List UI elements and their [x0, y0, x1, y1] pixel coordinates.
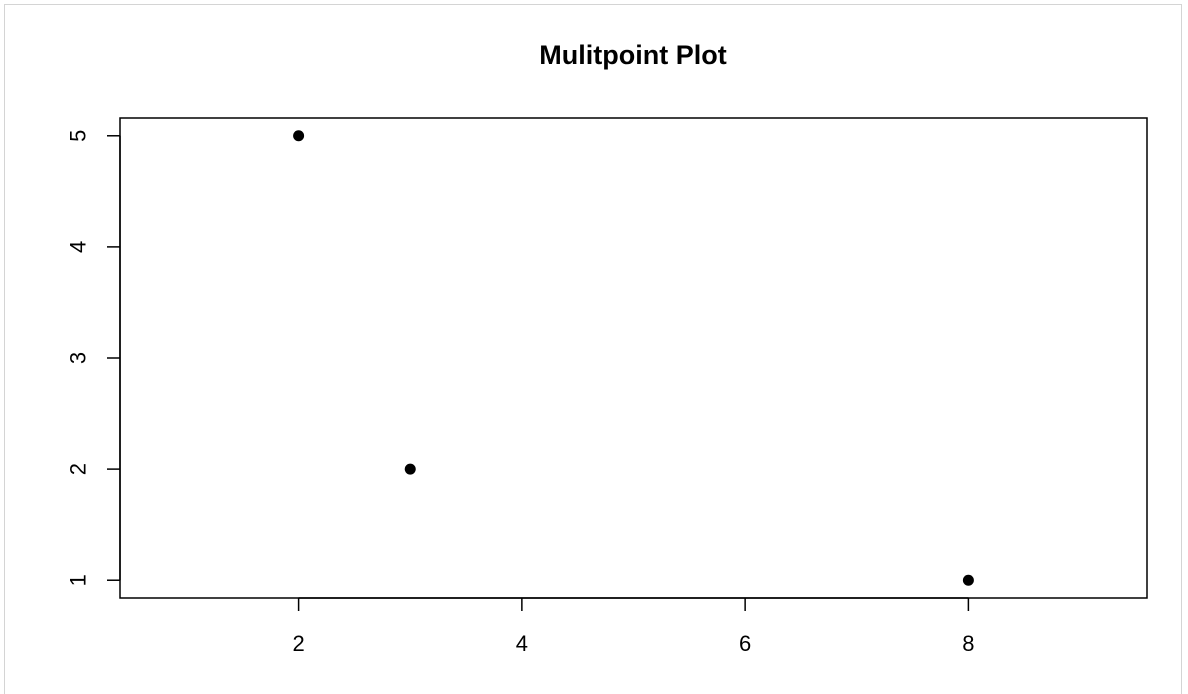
data-point: [404, 463, 416, 475]
y-tick-label: 4: [66, 241, 91, 253]
x-axis: 2 4 6 8: [292, 597, 975, 656]
y-tick-label: 1: [66, 574, 91, 586]
chart-title: Mulitpoint Plot: [539, 40, 726, 70]
data-point: [962, 574, 974, 586]
x-tick-label: 4: [516, 631, 528, 656]
data-points: [293, 130, 974, 586]
y-tick-label: 2: [66, 463, 91, 475]
x-tick-label: 2: [292, 631, 304, 656]
x-tick-label: 8: [962, 631, 974, 656]
x-tick-label: 6: [739, 631, 751, 656]
plot-area-border: [119, 117, 1148, 599]
y-tick-label: 5: [66, 130, 91, 142]
data-point: [293, 130, 305, 142]
y-axis: 1 2 3 4 5: [66, 130, 121, 586]
y-tick-label: 3: [66, 352, 91, 364]
plot-frame: [4, 4, 1182, 694]
